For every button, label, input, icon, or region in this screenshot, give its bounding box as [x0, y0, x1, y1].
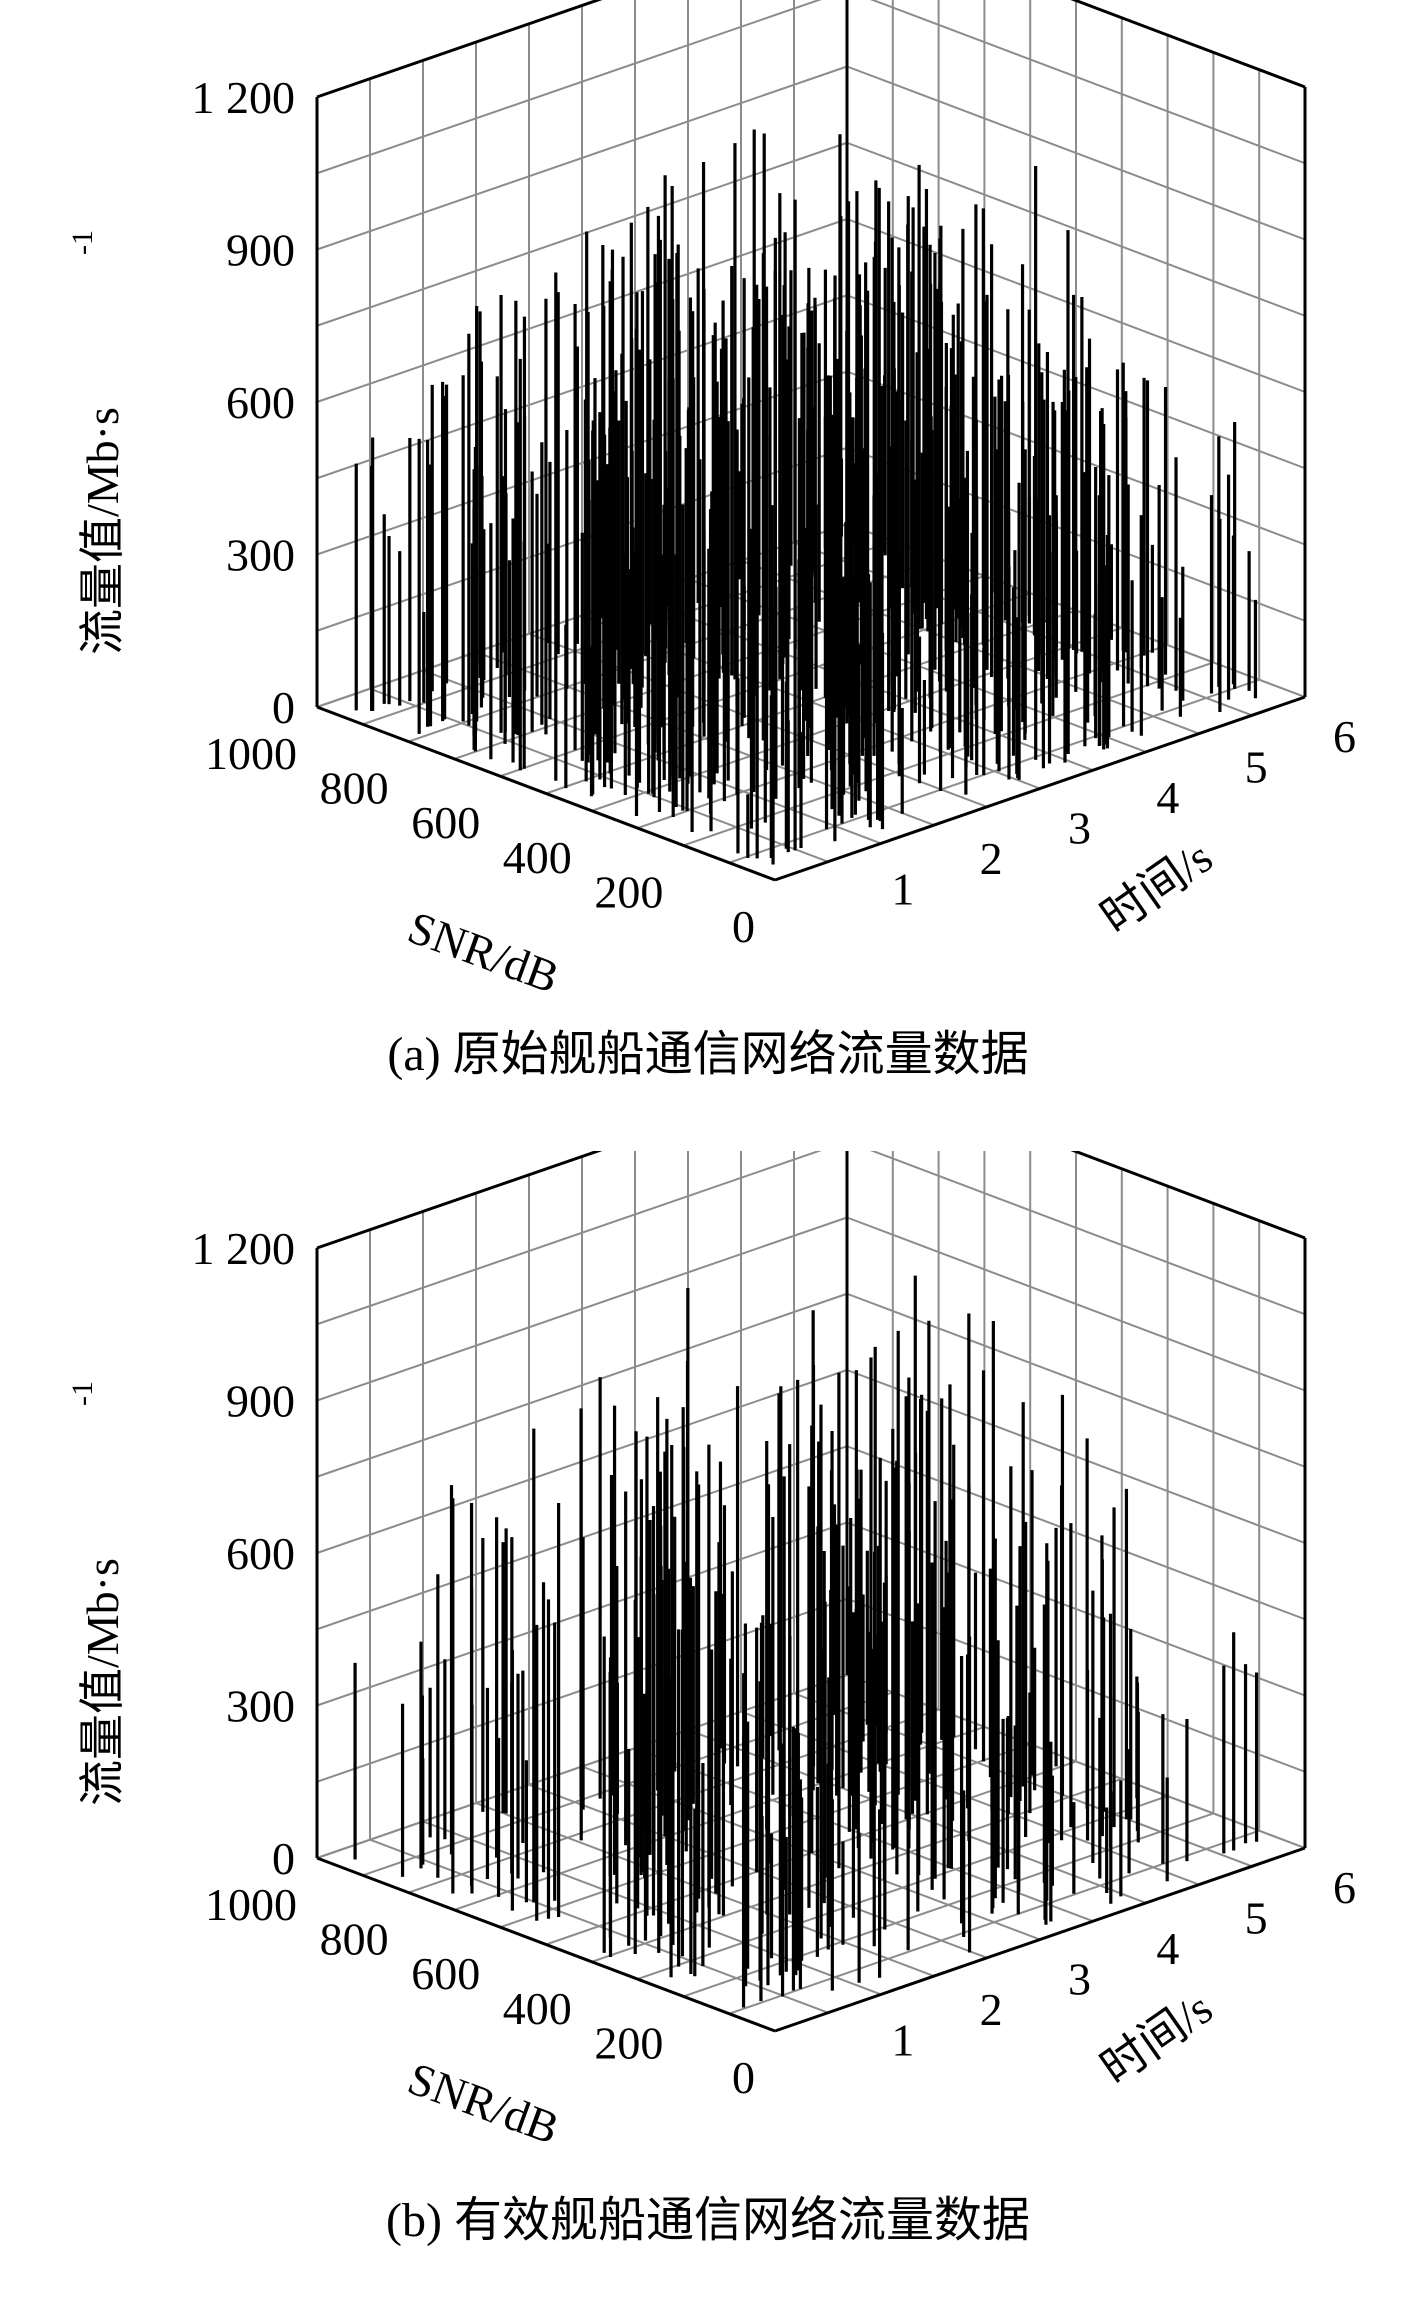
wall-grid-line	[846, 1445, 1306, 1621]
y-tick-label: 6	[1333, 1862, 1356, 1913]
y-tick-label: 1	[891, 864, 914, 915]
z-tick-label: 0	[272, 682, 295, 733]
x-tick-label: 400	[503, 832, 572, 883]
y-tick-label: 2	[980, 1984, 1003, 2035]
x-tick-label: 1000	[205, 728, 297, 779]
wall-grid-line	[316, 218, 848, 403]
wall-grid-line	[846, 1216, 1306, 1392]
x-tick-label: 200	[594, 2017, 663, 2068]
wall-grid-line	[316, 65, 848, 251]
y-tick-label: 4	[1156, 772, 1179, 823]
x-tick-label: 600	[411, 1948, 480, 1999]
wall-grid-line	[846, 65, 1306, 241]
wall-grid-line	[846, 1521, 1306, 1697]
axis-box-edge	[774, 695, 1306, 882]
wall-grid-line	[869, 1151, 1306, 1316]
x-tick-label: 800	[320, 1914, 389, 1965]
axis-box-edge	[1070, 0, 1306, 89]
y-tick-label: 4	[1156, 1923, 1179, 1974]
z-tick-label: 300	[226, 530, 295, 581]
z-tick-label: 0	[272, 1833, 295, 1884]
y-tick-label: 2	[980, 833, 1003, 884]
axis-box-edge	[316, 1151, 603, 1250]
chart-caption: (b) 有效舰船通信网络流量数据	[386, 2194, 1030, 2247]
y-tick-label: 5	[1245, 1893, 1268, 1944]
wall-grid-line	[869, 0, 1306, 165]
bar3d-chart-b: 流量值/Mb·s -1 SNR/dB 时间/s (b) 有效舰船通信网络流量数据…	[66, 1151, 1356, 2247]
wall-grid-line	[846, 1292, 1306, 1468]
axis-box-edge	[1070, 1151, 1306, 1240]
wall-grid-line	[316, 1292, 848, 1478]
x-tick-label: 600	[411, 797, 480, 848]
z-tick-label: 1 200	[192, 72, 296, 123]
y-tick-label: 6	[1333, 711, 1356, 762]
z-tick-label: 600	[226, 377, 295, 428]
x-tick-label: 0	[732, 2052, 755, 2103]
x-tick-label: 0	[732, 901, 755, 952]
z-tick-label: 900	[226, 1376, 295, 1427]
x-tick-label: 200	[594, 866, 663, 917]
x-tick-label: 1000	[205, 1879, 297, 1930]
wall-grid-line	[316, 141, 848, 327]
z-tick-label: 900	[226, 225, 295, 276]
y-axis-title: 时间/s	[1091, 1982, 1221, 2094]
x-tick-label: 400	[503, 1983, 572, 2034]
wall-grid-line	[846, 1674, 1306, 1849]
x-tick-label: 800	[320, 763, 389, 814]
z-axis-title-superscript: -1	[66, 230, 99, 255]
wall-grid-line	[846, 141, 1306, 317]
z-axis-title-superscript: -1	[66, 1381, 99, 1406]
y-tick-label: 3	[1068, 803, 1091, 854]
x-axis-title: SNR/dB	[402, 2052, 566, 2153]
axis-box-edge	[316, 1856, 776, 2033]
z-tick-label: 300	[226, 1681, 295, 1732]
z-axis-title: 流量值/Mb·s	[77, 1558, 128, 1806]
y-tick-label: 1	[891, 2015, 914, 2066]
wall-grid-line	[846, 1597, 1306, 1773]
y-tick-label: 5	[1245, 742, 1268, 793]
x-axis-title: SNR/dB	[402, 901, 566, 1002]
chart-panel-a: 流量值/Mb·s -1 SNR/dB 时间/s (a) 原始舰船通信网络流量数据…	[66, 0, 1356, 1081]
wall-grid-line	[846, 1369, 1306, 1544]
wall-grid-line	[316, 0, 822, 175]
y-tick-label: 3	[1068, 1954, 1091, 2005]
chart-panel-b: 流量值/Mb·s -1 SNR/dB 时间/s (b) 有效舰船通信网络流量数据…	[0, 1151, 1417, 2302]
wall-grid-line	[316, 1216, 848, 1402]
y-axis-title: 时间/s	[1091, 831, 1221, 943]
wall-grid-line	[316, 1151, 822, 1326]
axis-box-edge	[774, 1846, 1306, 2033]
z-tick-label: 600	[226, 1528, 295, 1579]
axis-box-edge	[316, 0, 603, 99]
axis-box-edge	[316, 705, 776, 882]
floor-grid-line	[369, 1838, 829, 2014]
z-tick-label: 1 200	[192, 1223, 296, 1274]
chart-caption: (a) 原始舰船通信网络流量数据	[387, 1028, 1028, 1081]
z-axis-title: 流量值/Mb·s	[77, 407, 128, 655]
bar3d-chart-a: 流量值/Mb·s -1 SNR/dB 时间/s (a) 原始舰船通信网络流量数据…	[66, 0, 1356, 1081]
